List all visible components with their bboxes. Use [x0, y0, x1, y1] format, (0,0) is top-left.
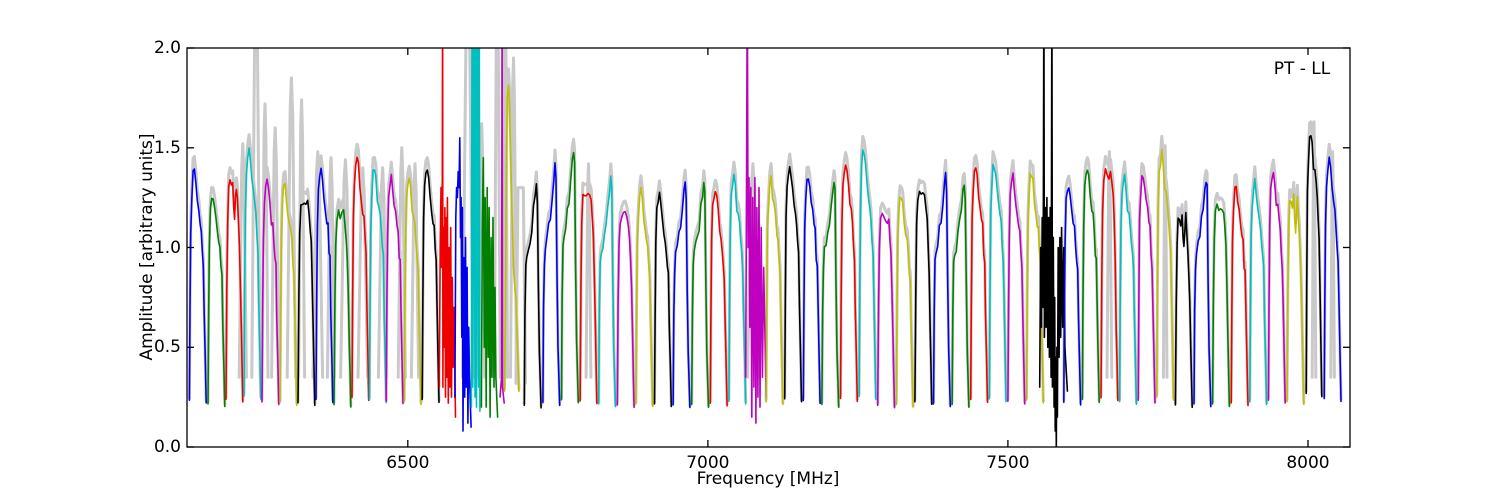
subband-trace-m-7948 — [1267, 171, 1286, 404]
subband-trace-b-6150 — [188, 168, 207, 404]
subband-trace-b-7607 — [1063, 187, 1082, 406]
reference-trace-peak — [584, 162, 593, 379]
subband-trace-c-7049 — [728, 173, 747, 405]
subband-trace-y-6673 — [503, 84, 520, 393]
subband-trace-k-8010 — [1305, 135, 1323, 398]
subband-trace-c-7483 — [988, 163, 1007, 403]
subband-trace-m-6478 — [385, 173, 404, 405]
x-tick-label-6500: 6500 — [386, 453, 430, 473]
subband-trace-c-6241 — [243, 147, 262, 400]
subband-trace-r-7452 — [969, 167, 989, 404]
y-tick-label-0.5: 0.5 — [153, 337, 181, 358]
subband-trace-m-7080 — [744, 48, 767, 424]
y-tick-label-0.0: 0.0 — [153, 437, 181, 457]
subband-trace-r-6211 — [225, 179, 244, 403]
reference-trace-peak — [460, 48, 475, 379]
subband-trace-k-7793 — [1174, 211, 1193, 409]
x-axis-label: Frequency [MHz] — [696, 469, 840, 489]
subband-trace-r-7235 — [839, 164, 859, 403]
subband-trace-y-6894 — [635, 186, 654, 408]
reference-trace-peak — [1105, 150, 1114, 379]
subband-trace-k-6708 — [523, 183, 542, 409]
reference-trace-peak — [250, 48, 262, 379]
subband-trace-g-6987 — [690, 181, 710, 409]
reference-trace-peak — [1310, 120, 1318, 379]
y-tick-label-2.0: 2.0 — [153, 38, 181, 58]
reference-trace-peak — [1161, 144, 1169, 379]
subband-trace-c-6613 — [470, 48, 481, 412]
reference-trace-peak — [311, 150, 325, 379]
subband-trace-g-6636 — [480, 156, 499, 418]
subband-trace-c-6450 — [368, 169, 388, 404]
subband-trace-y-7328 — [895, 196, 914, 408]
station-pol-label: PT - LL — [1273, 59, 1331, 79]
subband-trace-g-7421 — [951, 184, 970, 409]
subband-trace-g-6391 — [333, 208, 352, 408]
subband-trace-r-6566 — [438, 48, 457, 418]
subband-trace-k-7576 — [1038, 48, 1069, 447]
x-tick-label-7500: 7500 — [986, 453, 1030, 473]
subband-trace-g-6770 — [560, 151, 580, 404]
subband-trace-b-7173 — [802, 178, 821, 405]
subband-trace-b-7824 — [1193, 181, 1212, 408]
reference-trace-peak — [1329, 150, 1336, 379]
subband-trace-b-7390 — [932, 171, 952, 408]
subband-trace-b-6739 — [542, 162, 561, 407]
subband-trace-b-6956 — [672, 181, 691, 409]
subband-trace-r-6801 — [579, 192, 598, 405]
y-tick-label-1.5: 1.5 — [153, 137, 181, 158]
subband-trace-r-6421 — [351, 156, 370, 402]
subband-trace-g-7855 — [1211, 203, 1231, 408]
subband-trace-g-6181 — [207, 197, 226, 408]
subband-trace-k-7359 — [914, 190, 933, 406]
subband-trace-k-6925 — [653, 191, 673, 408]
subband-trace-b-6592 — [454, 137, 472, 432]
subband-trace-m-6271 — [261, 178, 280, 406]
subband-trace-y-7762 — [1156, 148, 1175, 401]
subband-trace-y-7979 — [1286, 193, 1305, 406]
subband-trace-y-7111 — [765, 175, 784, 406]
subband-trace-r-7018 — [709, 190, 728, 407]
subband-trace-r-7886 — [1230, 185, 1249, 407]
subband-trace-k-6331 — [297, 199, 316, 407]
subband-trace-m-7731 — [1137, 174, 1156, 404]
subband-trace-r-7669 — [1100, 168, 1119, 402]
subband-trace-m-6657 — [499, 48, 506, 404]
subband-trace-c-7266 — [858, 149, 877, 401]
subband-trace-b-6361 — [315, 167, 334, 404]
x-tick-label-7000: 7000 — [686, 453, 730, 473]
x-tick-label-8000: 8000 — [1286, 453, 1330, 473]
subband-trace-c-7917 — [1249, 177, 1268, 406]
subband-trace-g-7638 — [1081, 169, 1100, 404]
subband-trace-k-7142 — [783, 166, 803, 403]
subband-trace-k-6538 — [421, 169, 440, 404]
y-tick-label-1.0: 1.0 — [153, 237, 181, 258]
subband-trace-m-7297 — [876, 212, 896, 409]
reference-trace-peak — [285, 76, 298, 379]
subband-trace-m-6863 — [616, 210, 635, 409]
subband-trace-y-6301 — [279, 182, 298, 407]
reference-trace-peak — [492, 48, 502, 379]
subband-trace-c-7700 — [1118, 173, 1138, 406]
subband-trace-b-8041 — [1323, 156, 1342, 403]
subband-trace-m-7514 — [1007, 172, 1026, 405]
subband-trace-g-7204 — [821, 181, 840, 409]
subband-trace-c-6832 — [597, 175, 617, 408]
subband-trace-y-6508 — [403, 177, 422, 406]
